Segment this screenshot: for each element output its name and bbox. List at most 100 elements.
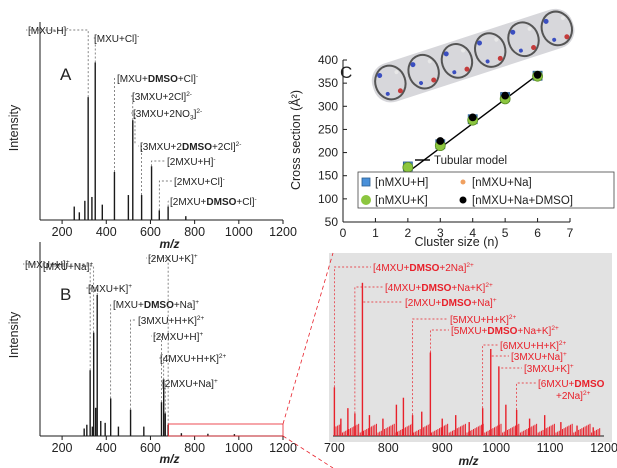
c-y-axis-label: Cross section (Å²) [288,90,303,190]
panel-label: A [60,65,72,84]
molecule-atom-n [510,29,516,35]
legend-swatch [361,195,371,205]
inset-annotation-part: [3MXU+Na] [511,352,563,363]
inset-annotation-part: [4MXU+ [385,283,422,294]
legend-label: [nMXU+Na] [472,177,532,189]
inset-annotation-part: 2+ [583,390,591,397]
peak-annotation-part: [3MXU+2Cl] [132,92,186,103]
peak-annotation-part: [2MXU+Cl] [174,177,223,188]
annotation-leader [114,77,115,172]
peak-annotation-part: 2+ [219,353,227,360]
annotation-leader [131,112,136,144]
x-tick-label: 400 [96,225,117,239]
peak-annotation: [2MXU+Cl]- [174,176,225,188]
inset-annotation-part: +2Na] [556,391,583,402]
peak-annotation: [3MXU+H+K]2+ [138,315,205,327]
molecule-atom-o [531,45,537,51]
c-x-tick-label: 2 [405,226,412,240]
inset-background [329,253,612,442]
inset-annotation-part: DMSO [441,298,471,309]
x-axis-label: m/z [159,237,179,251]
x-axis-label: m/z [159,452,179,466]
annotation-leader [151,160,165,167]
inset-leader [498,366,522,369]
molecule-atom-o [497,55,503,61]
inset-annotation-part: 2+ [551,325,559,332]
annotation-leader [158,180,172,211]
molecule-atom-n [452,70,457,75]
peak-annotation-part: [MXU+H] [25,260,66,271]
peak-annotation-part: 2- [236,141,242,148]
inset-annotation-part: [6MXU+ [538,379,575,390]
peak-annotation-part: [MXU+Na] [43,262,90,273]
inset-x-axis-label: m/z [458,454,478,468]
legend-model-label: Tubular model [434,155,507,167]
c-y-tick-label: 150 [318,169,338,183]
x-tick-label: 800 [184,225,205,239]
peak-annotation-part: ] [194,109,197,120]
molecule-atom-n [543,18,549,24]
molecule-atom-h [494,37,499,42]
legend-box [357,171,615,209]
c-y-tick-label: 400 [318,53,338,67]
peak-annotation-part: +Na] [174,300,196,311]
peak-annotation: [MXU+DMSO+Cl]- [117,73,198,85]
peak-annotation-part: [2MXU+ [170,197,207,208]
inset-annotation-part: DMSO [487,326,517,337]
molecule-atom-n [410,62,416,68]
molecule-atom-h [461,48,466,53]
inset-leader [516,382,536,410]
peak-annotation: [2MXU+DMSO+Cl]- [170,196,257,208]
inset-x-tick-label: 700 [324,441,345,455]
inset-annotation-part: [5MXU+ [451,326,488,337]
annotation-leader [130,319,136,410]
peak-annotation: [MXU-H]- [28,25,69,37]
peak-annotation-part: +Cl] [236,197,254,208]
c-x-tick-label: 3 [437,226,444,240]
peak-annotation-part: [3MXU+2NO [133,109,190,120]
inset-leader [334,266,371,388]
peak-annotation-part: + [194,253,198,260]
inset-annotation-part: +Na+K] [451,283,485,294]
peak-annotation-part: + [214,378,218,385]
legend-label: [nMXU+K] [375,195,428,207]
inset-annotation-part: [2MXU+ [405,298,442,309]
peak-annotation-part: +2Cl] [212,142,236,153]
molecule-atom-n [377,72,383,78]
peak-annotation-part: [3MXU+H+K] [138,316,197,327]
inset-annotation-part: 2+ [485,282,493,289]
x-tick-label: 1000 [225,441,253,455]
peak-annotation-part: - [223,176,225,183]
peak-annotation-part: [2MXU+K] [148,254,194,265]
molecule-atom-n [477,40,483,46]
inset-annotation-part: + [563,351,567,358]
peak-annotation-part: 2- [186,91,192,98]
peak-annotation: [MXU+DMSO+Na]+ [113,299,199,311]
annotation-leader [41,265,95,333]
peak-annotation: [2MXU+K]+ [148,253,198,265]
annotation-leader [146,257,169,425]
peak-annotation-part: [2MXU+H] [153,332,200,343]
peak-annotation-part: - [213,156,215,163]
c-y-tick-label: 100 [318,192,338,206]
panel-label: B [60,285,71,304]
molecule-ring [507,21,540,58]
annotation-leader [138,145,142,196]
inset-annotation-part: +2Na] [439,263,466,274]
y-axis-label: Intensity [7,311,21,358]
inset-annotation-part: DMSO [574,379,604,390]
zoom-connector [282,252,334,425]
inset-annotation: [6MXU+H+K]2+ [500,340,567,352]
peak-annotation-part: [MXU+K] [88,284,129,295]
legend-swatch [361,177,371,187]
inset-annotation: [3MXU+K]+ [524,363,574,375]
peak-annotation-part: + [199,331,203,338]
peak-annotation-part: [2MXU+Na] [162,379,214,390]
inset-x-tick-label: 1100 [537,441,564,455]
peak-annotation-part: - [66,25,68,32]
c-point [402,161,414,173]
annotation-leader [23,263,91,371]
c-x-tick-label: 5 [502,226,509,240]
peak-annotation: [2MXU+H]+ [153,331,203,343]
peak-annotation-part: [2MXU+H] [167,157,214,168]
